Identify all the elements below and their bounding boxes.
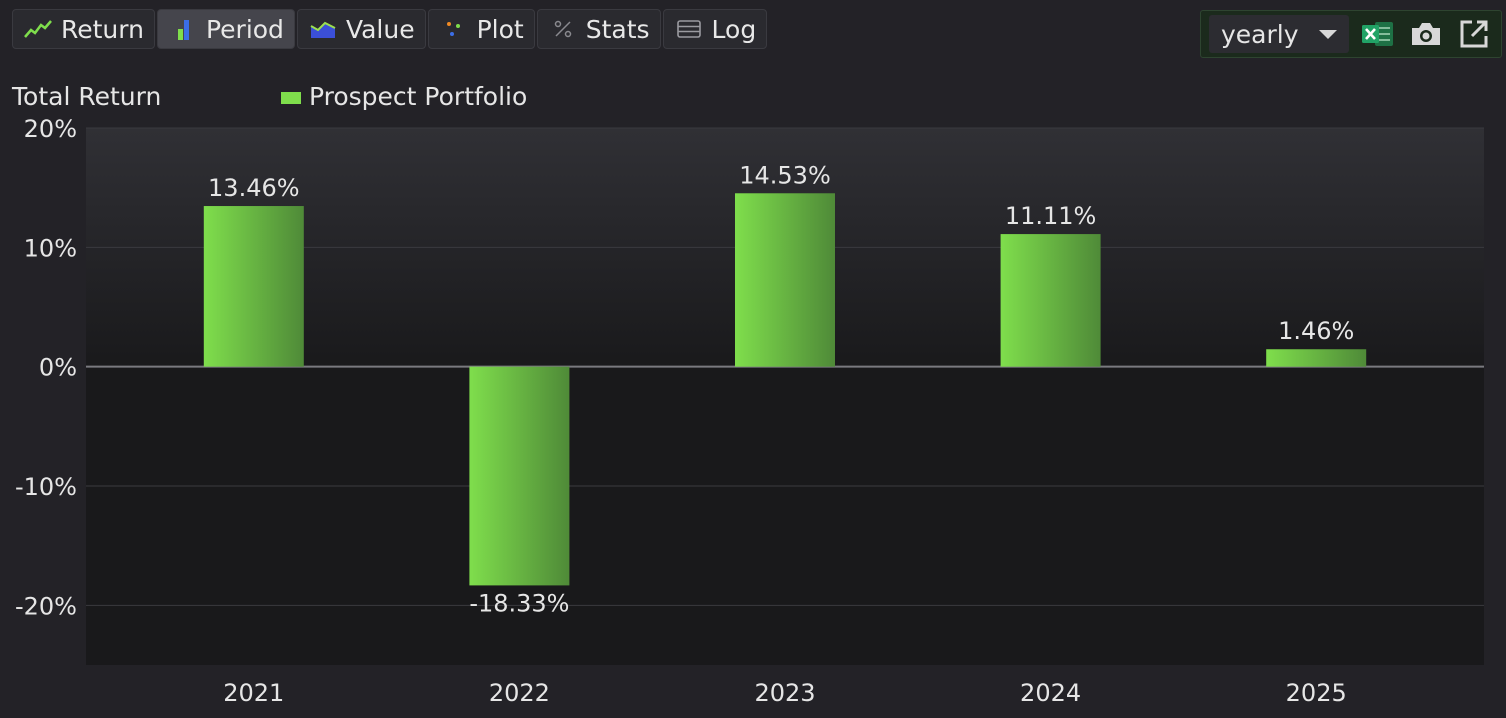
data-label: -18.33% [469, 589, 569, 617]
legend-swatch [281, 92, 301, 104]
tab-stats-label: Stats [585, 14, 650, 44]
legend-label[interactable]: Prospect Portfolio [309, 82, 527, 111]
data-label: 11.11% [1005, 202, 1097, 230]
percent-icon [548, 17, 578, 41]
tab-log[interactable]: Log [662, 9, 768, 49]
data-label: 13.46% [208, 174, 300, 202]
camera-icon[interactable] [1407, 15, 1445, 53]
excel-export-icon[interactable] [1359, 15, 1397, 53]
view-tabs: Return Period Value [12, 9, 768, 49]
period-select-value: yearly [1221, 19, 1299, 49]
tab-plot[interactable]: Plot [427, 9, 535, 49]
bar[interactable] [735, 193, 835, 367]
x-tick-label: 2021 [223, 679, 284, 707]
tab-return-label: Return [61, 14, 144, 44]
chart-title: Total Return [11, 82, 161, 111]
x-tick-label: 2022 [489, 679, 550, 707]
table-icon [674, 17, 704, 41]
open-external-icon[interactable] [1455, 15, 1493, 53]
x-tick-label: 2023 [754, 679, 815, 707]
bar[interactable] [1000, 234, 1101, 367]
tab-value-label: Value [345, 14, 415, 44]
tab-value[interactable]: Value [296, 9, 426, 49]
area-chart-icon [308, 17, 338, 41]
y-tick-label: 20% [24, 115, 77, 143]
y-tick-label: 10% [24, 234, 77, 262]
line-chart-icon [23, 17, 53, 41]
bar[interactable] [469, 366, 570, 586]
tab-return[interactable]: Return [12, 9, 155, 49]
bar-chart-icon [168, 17, 198, 41]
bar[interactable] [203, 206, 304, 367]
y-tick-label: 0% [39, 354, 77, 382]
tab-period-label: Period [205, 14, 284, 44]
scatter-plot-icon [439, 17, 469, 41]
tab-period[interactable]: Period [156, 9, 295, 49]
y-tick-label: -20% [15, 592, 77, 620]
period-select[interactable]: yearly [1209, 15, 1349, 53]
bar[interactable] [1266, 349, 1367, 367]
chevron-down-icon [1319, 29, 1337, 39]
x-tick-label: 2024 [1020, 679, 1081, 707]
tab-log-label: Log [711, 14, 757, 44]
tab-plot-label: Plot [476, 14, 524, 44]
data-label: 1.46% [1278, 317, 1354, 345]
x-tick-label: 2025 [1286, 679, 1347, 707]
y-tick-label: -10% [15, 473, 77, 501]
chart-toolbar: yearly [1200, 10, 1502, 58]
tab-stats[interactable]: Stats [536, 9, 661, 49]
data-label: 14.53% [739, 161, 831, 189]
